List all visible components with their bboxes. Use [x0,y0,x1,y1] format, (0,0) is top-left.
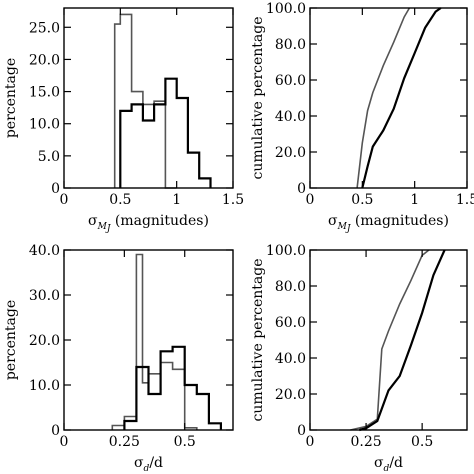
x-tick-label: 1 [172,192,181,208]
y-tick-label: 20.0 [275,387,306,403]
y-axis-label: cumulative percentage [250,258,266,421]
y-tick-label: 60.0 [275,73,306,89]
x-tick-label: 0 [306,192,315,208]
y-tick-label: 20.0 [275,145,306,161]
y-tick-label: 80.0 [275,279,306,295]
panel-top-left: 0 0.5 1 1.5 0 5.0 10.0 15.0 20.0 25.0 σMJ (magnitu… [3,7,244,234]
series-2-line [361,7,442,189]
y-tick-label: 20.0 [29,333,60,349]
x-tick-label: 0 [60,192,69,208]
y-axis-label: cumulative percentage [250,16,266,179]
y-tick-label: 40.0 [29,243,60,259]
y-tick-label: 0 [51,181,60,197]
x-tick-label: 0.25 [109,434,140,450]
panel-bottom-left: 0 0.25 0.5 0 10.0 20.0 30.0 40.0 σd/d percentage [3,243,234,474]
y-tick-label: 60.0 [275,315,306,331]
plot-frame [309,249,468,431]
y-axis-label: percentage [3,58,19,138]
x-tick-label: 0.5 [351,192,373,208]
plot-frame [63,7,234,189]
y-axis-label: percentage [3,300,19,380]
y-tick-label: 0 [51,423,60,439]
plot-frame [309,7,468,189]
y-tick-label: 0 [297,423,306,439]
x-tick-label: 1 [410,192,419,208]
y-tick-label: 25.0 [29,20,60,36]
y-tick-label: 40.0 [275,351,306,367]
x-tick-label: 1.5 [456,192,474,208]
x-axis-label: σd/d [134,455,163,474]
series-2-histogram [119,77,212,188]
series-1-histogram [113,13,177,189]
panel-bottom-right: 0 0.25 0.5 0 20.0 40.0 60.0 80.0 100.0 σd/d cumula… [250,243,468,474]
x-tick-label: 0.5 [411,434,433,450]
series-1-line [356,7,411,189]
x-tick-label: 0 [60,434,69,450]
series-2-histogram [123,345,222,430]
x-tick-label: 0 [306,434,315,450]
plot-frame [63,249,234,431]
y-tick-label: 100.0 [266,243,306,259]
y-tick-label: 80.0 [275,37,306,53]
y-tick-label: 15.0 [29,85,60,101]
y-tick-label: 10.0 [29,117,60,133]
y-tick-label: 0 [297,181,306,197]
series-1-histogram [111,253,198,430]
y-tick-label: 5.0 [38,149,60,165]
x-tick-label: 0.5 [174,434,196,450]
y-tick-label: 30.0 [29,288,60,304]
x-tick-label: 0.5 [109,192,131,208]
x-tick-label: 1.5 [222,192,244,208]
y-tick-label: 40.0 [275,109,306,125]
series-1-line [350,249,430,431]
x-axis-label: σMJ (magnitudes) [328,213,449,234]
series-2-line [359,249,446,432]
x-axis-label: σMJ (magnitudes) [88,213,209,234]
y-tick-label: 20.0 [29,52,60,68]
panel-top-right: 0 0.5 1 1.5 0 20.0 40.0 60.0 80.0 100.0 σMJ (magni… [250,1,474,234]
x-axis-label: σd/d [374,455,403,474]
y-tick-label: 100.0 [266,1,306,17]
y-tick-label: 10.0 [29,378,60,394]
x-tick-label: 0.25 [350,434,381,450]
